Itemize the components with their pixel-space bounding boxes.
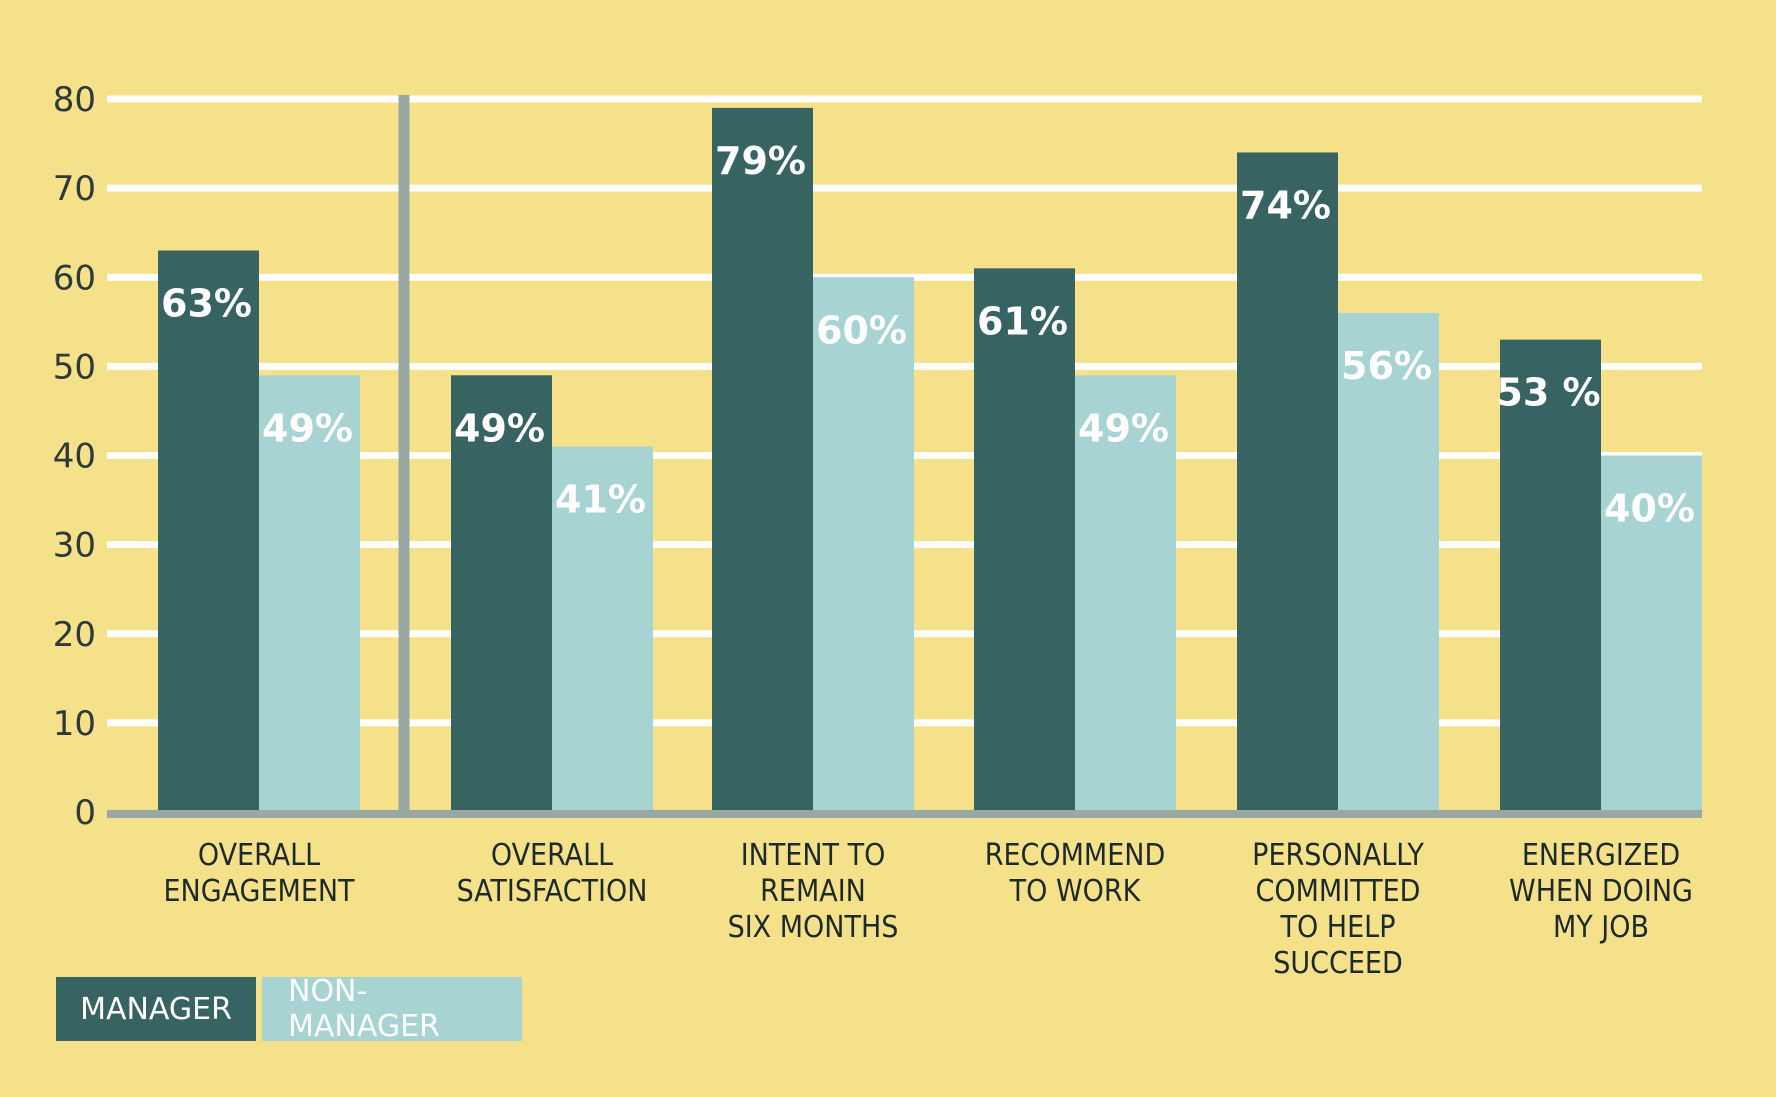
bar-non-manager (259, 375, 360, 812)
bar-manager (974, 268, 1075, 812)
data-label: 53 % (1496, 371, 1600, 415)
x-category-label: PERSONALLY COMMITTED TO HELP SUCCEED (1252, 838, 1424, 981)
bar-manager (1500, 339, 1601, 812)
bar-non-manager (1338, 312, 1439, 812)
y-tick-label: 60 (53, 258, 96, 298)
y-tick-label: 70 (53, 169, 96, 209)
legend: MANAGER NON-MANAGER (56, 974, 522, 1044)
y-tick-label: 30 (53, 526, 96, 566)
bar-non-manager (1601, 455, 1702, 812)
y-tick-label: 40 (53, 437, 96, 477)
bar-manager (451, 375, 552, 812)
x-category-label: ENERGIZED WHEN DOING MY JOB (1509, 838, 1693, 945)
data-label: 60% (816, 308, 907, 352)
bar-non-manager (552, 446, 653, 812)
bar-non-manager (813, 277, 914, 812)
data-label: 74% (1240, 183, 1331, 227)
bar-non-manager (1075, 375, 1176, 812)
y-tick-label: 80 (53, 80, 96, 120)
data-label: 40% (1604, 487, 1695, 531)
bar-manager (712, 107, 813, 813)
data-label: 63% (161, 282, 252, 326)
data-label: 41% (555, 478, 646, 522)
data-label: 79% (715, 139, 806, 183)
legend-non-manager: NON-MANAGER (262, 974, 522, 1044)
bar-manager (158, 250, 259, 812)
y-tick-label: 10 (53, 704, 96, 744)
y-tick-label: 20 (53, 615, 96, 655)
y-tick-label: 50 (53, 347, 96, 387)
data-label: 49% (454, 406, 545, 450)
x-category-label: OVERALL SATISFACTION (456, 838, 648, 909)
x-category-label: INTENT TO REMAIN SIX MONTHS (727, 838, 899, 945)
bar-manager (1237, 152, 1338, 813)
data-label: 49% (1078, 406, 1169, 450)
data-label: 56% (1341, 344, 1432, 388)
y-tick-label: 0 (74, 793, 96, 833)
data-label: 61% (977, 299, 1068, 343)
data-label: 49% (262, 406, 353, 450)
legend-manager: MANAGER (56, 977, 256, 1041)
x-category-label: OVERALL ENGAGEMENT (163, 838, 355, 909)
x-category-label: RECOMMEND TO WORK (984, 838, 1166, 909)
